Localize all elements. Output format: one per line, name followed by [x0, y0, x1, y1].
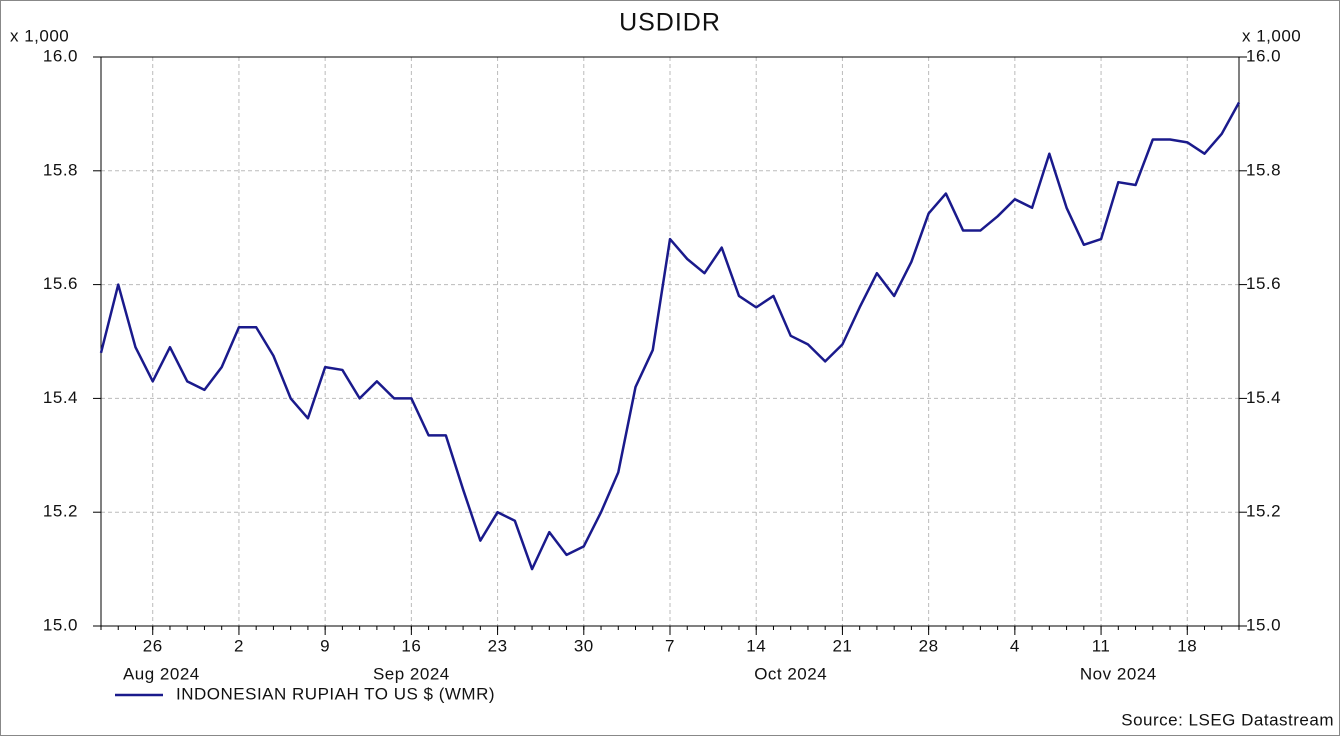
x-tick-label: 11: [1092, 636, 1111, 655]
y2-unit-label: x 1,000: [1242, 26, 1301, 45]
x-tick-label: 2: [234, 636, 244, 655]
month-label: Aug 2024: [123, 664, 200, 683]
y-tick-label: 16.0: [43, 46, 78, 65]
line-series: [99, 101, 1241, 571]
x-tick-label: 14: [746, 636, 766, 655]
month-label: Oct 2024: [754, 664, 827, 683]
y2-tick-label: 15.4: [1246, 388, 1281, 407]
y-tick-label: 15.2: [43, 502, 78, 521]
y-tick-label: 15.6: [43, 274, 78, 293]
x-tick-label: 21: [832, 636, 852, 655]
y-unit-label: x 1,000: [10, 26, 69, 45]
plot-frame: [100, 56, 1240, 627]
x-tick-label: 28: [919, 636, 939, 655]
y2-tick-label: 15.0: [1246, 615, 1281, 634]
y-tick-label: 15.0: [43, 615, 78, 634]
x-tick-label: 16: [401, 636, 421, 655]
x-tick-label: 7: [665, 636, 675, 655]
source: Source: LSEG Datastream: [1121, 710, 1334, 729]
y2-tick-label: 16.0: [1246, 46, 1281, 65]
x-tick-label: 4: [1010, 636, 1020, 655]
month-label: Sep 2024: [373, 664, 450, 683]
y2-tick-label: 15.8: [1246, 160, 1281, 179]
chart-title: USDIDR: [619, 9, 721, 37]
y2-tick-label: 15.6: [1246, 274, 1281, 293]
x-tick-label: 26: [143, 636, 163, 655]
month-label: Nov 2024: [1080, 664, 1157, 683]
x-tick-label: 30: [574, 636, 594, 655]
legend-label: INDONESIAN RUPIAH TO US $ (WMR): [176, 684, 495, 703]
x-tick-label: 9: [320, 636, 330, 655]
y2-tick-label: 15.2: [1246, 502, 1281, 521]
x-tick-label: 23: [488, 636, 508, 655]
y-tick-label: 15.4: [43, 388, 78, 407]
y-tick-label: 15.8: [43, 160, 78, 179]
x-tick-label: 18: [1177, 636, 1197, 655]
